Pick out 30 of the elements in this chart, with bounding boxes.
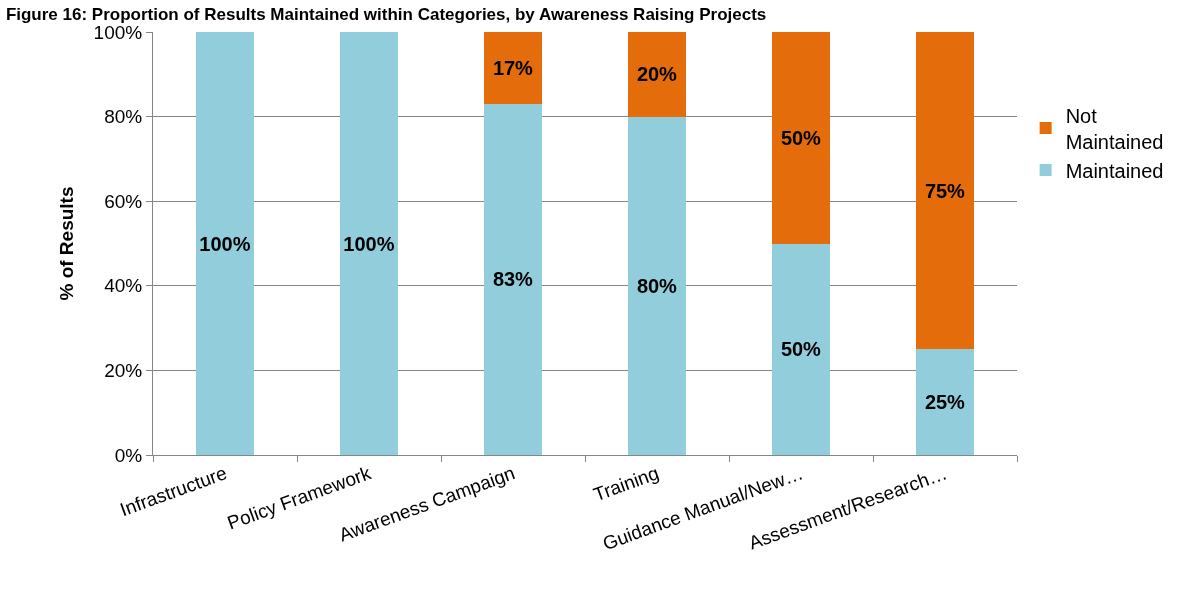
y-tick-label: 40% [104, 275, 143, 297]
y-tick-label: 60% [104, 190, 143, 212]
legend-label: Not Maintained [1065, 104, 1164, 153]
data-label: 25% [924, 391, 966, 414]
x-tick-label: Training [590, 462, 662, 506]
bar [196, 32, 254, 455]
bar [916, 32, 974, 350]
data-label: 50% [780, 338, 822, 361]
y-tick-label: 0% [114, 444, 143, 466]
data-label: 17% [492, 56, 534, 79]
bar [916, 349, 974, 455]
y-axis-title: % of Results [56, 186, 78, 301]
chart-title: Figure 16: Proportion of Results Maintained within Categories, by Awareness Raising Projects [5, 4, 767, 24]
bar [484, 32, 542, 104]
bar [340, 32, 398, 455]
data-label: 20% [636, 63, 678, 86]
bar [484, 103, 542, 455]
legend-label: Maintained [1065, 159, 1164, 182]
bar [772, 243, 830, 455]
bar [772, 32, 830, 244]
data-label: 100% [199, 232, 251, 255]
bar [628, 32, 686, 117]
data-label: 75% [924, 179, 966, 202]
bar [628, 116, 686, 455]
data-label: 83% [492, 268, 534, 291]
data-label: 100% [343, 232, 395, 255]
data-label: 50% [780, 126, 822, 149]
y-tick-label: 20% [104, 360, 143, 382]
data-label: 80% [636, 274, 678, 297]
y-tick-label: 80% [104, 106, 143, 128]
